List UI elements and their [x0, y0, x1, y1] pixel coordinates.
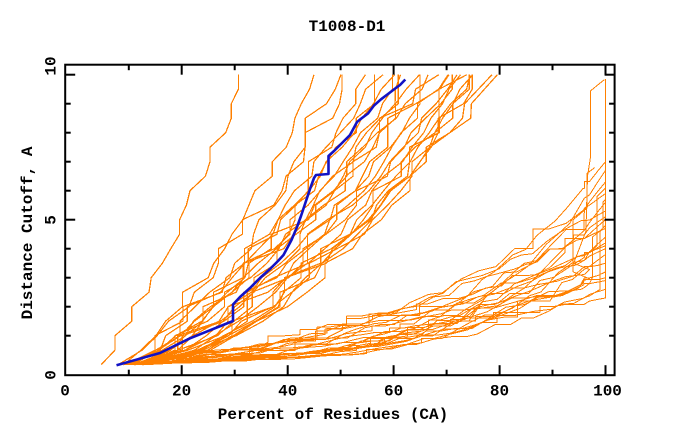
svg-text:10: 10: [43, 56, 61, 75]
svg-text:100: 100: [593, 383, 622, 401]
svg-text:Percent of Residues (CA): Percent of Residues (CA): [218, 406, 448, 424]
svg-text:40: 40: [278, 383, 297, 401]
svg-text:20: 20: [172, 383, 191, 401]
svg-text:5: 5: [43, 215, 61, 225]
svg-text:0: 0: [43, 370, 61, 380]
svg-text:Distance Cutoff, A: Distance Cutoff, A: [19, 146, 37, 319]
svg-text:80: 80: [490, 383, 509, 401]
svg-text:0: 0: [60, 383, 70, 401]
svg-text:T1008-D1: T1008-D1: [309, 18, 386, 36]
svg-text:60: 60: [384, 383, 403, 401]
